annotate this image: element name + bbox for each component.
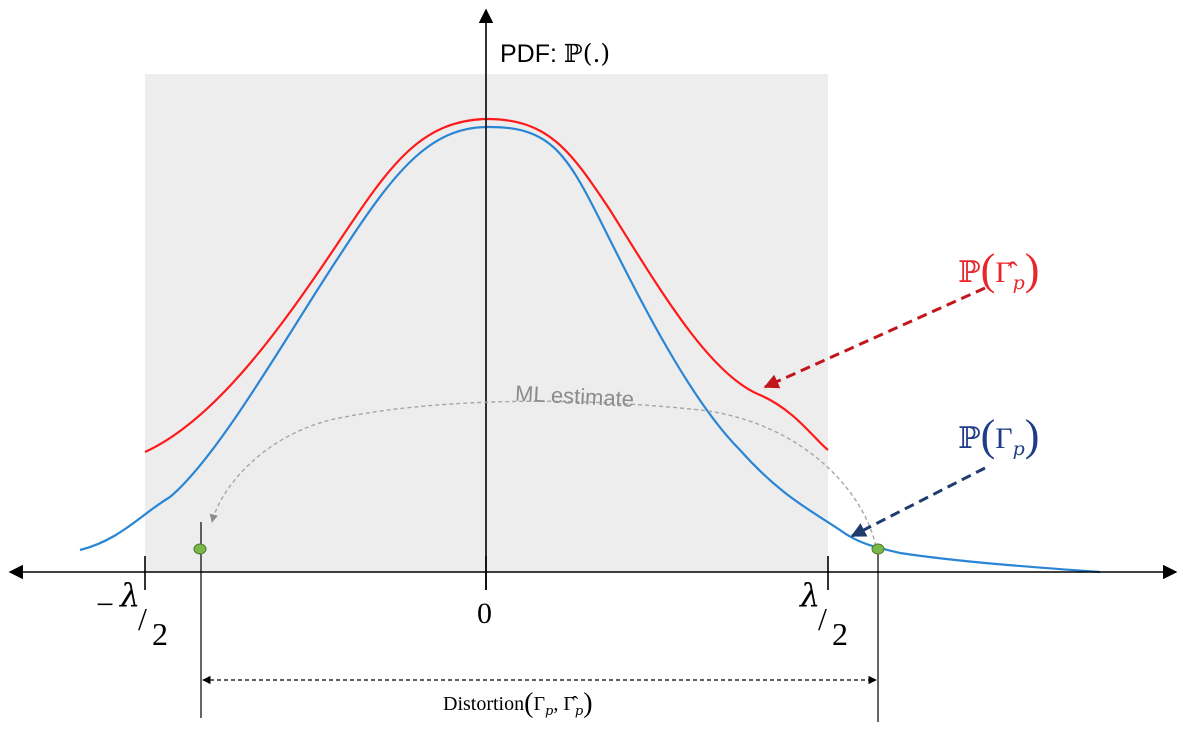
- gamma-hat: Γ̂: [995, 256, 1017, 289]
- lambda-symbol: λ: [798, 576, 820, 614]
- gamma: Γ: [533, 693, 545, 715]
- gamma: Γ: [995, 422, 1012, 455]
- estimated-pdf-pointer: [763, 286, 986, 389]
- subscript-p: p: [545, 704, 554, 719]
- tick-label-lambda-half: λ / 2: [798, 576, 848, 652]
- open-paren: (: [524, 688, 533, 719]
- open-paren: (: [981, 245, 996, 294]
- tick-label-neg-lambda-half: − λ / 2: [96, 576, 168, 652]
- open-paren: (: [981, 411, 996, 460]
- ml-estimate-label: ML estimate: [515, 381, 635, 412]
- y-axis-label-math: ℙ(.): [564, 39, 610, 68]
- blackboard-p: ℙ: [958, 421, 981, 456]
- close-paren: ): [583, 688, 592, 719]
- subscript-p: p: [1013, 272, 1025, 294]
- distortion-word: Distortion: [443, 693, 524, 715]
- y-axis-label: PDF: ℙ(.): [500, 39, 610, 68]
- minus-sign: −: [96, 586, 114, 622]
- subscript-p: p: [575, 704, 584, 719]
- fraction-slash: /: [818, 601, 827, 637]
- comma: ,: [553, 693, 563, 715]
- blackboard-p: ℙ: [958, 255, 981, 290]
- true-pdf-label: ℙ(Γp): [958, 411, 1039, 460]
- estimated-pdf-label: ℙ(Γ̂p): [958, 245, 1039, 294]
- close-paren: ): [1025, 411, 1040, 460]
- tick-label-zero: 0: [477, 597, 492, 630]
- subscript-p: p: [1013, 438, 1025, 460]
- true-value-point: [871, 543, 885, 555]
- estimate-point: [193, 543, 207, 555]
- estimated-pdf-curve: [144, 117, 829, 454]
- ml-estimate-arrow: [209, 400, 877, 547]
- distortion-label: Distortion(Γp, Γ̂p): [443, 688, 593, 719]
- lambda-symbol: λ: [118, 576, 140, 614]
- true-pdf-pointer: [850, 466, 986, 538]
- close-paren: ): [1025, 245, 1040, 294]
- fraction-slash: /: [138, 601, 147, 637]
- denominator-two: 2: [832, 616, 848, 652]
- denominator-two: 2: [152, 616, 168, 652]
- y-axis-label-prefix: PDF:: [500, 40, 564, 68]
